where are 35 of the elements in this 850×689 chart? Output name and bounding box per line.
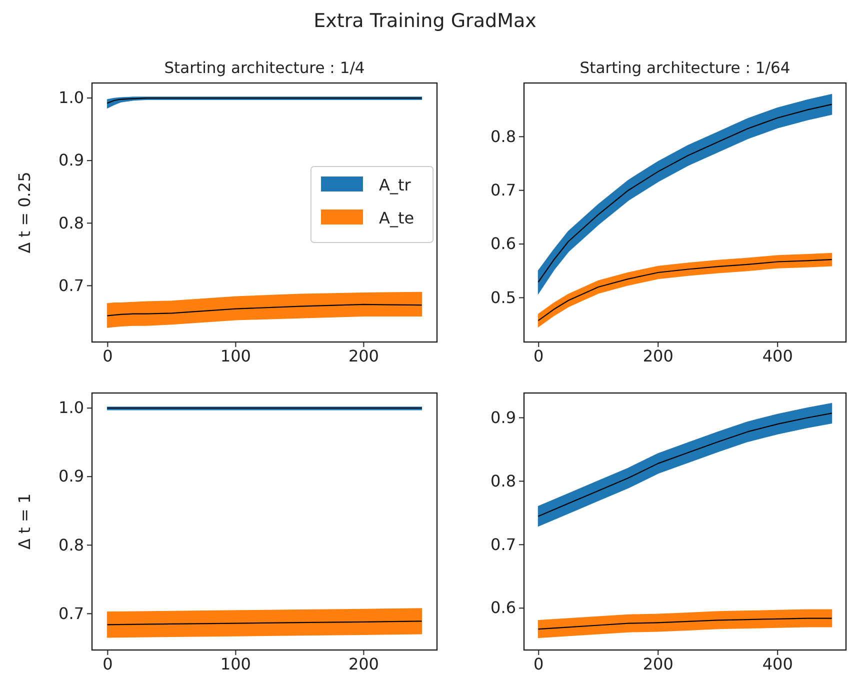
y-tick-label: 0.9 — [58, 150, 84, 170]
x-tick-label: 400 — [762, 654, 793, 674]
x-tick-label: 100 — [220, 346, 251, 366]
legend-label: A_te — [379, 208, 414, 228]
y-tick-label: 0.6 — [490, 598, 516, 618]
y-tick-label: 0.8 — [490, 471, 516, 490]
y-tick-label: 0.9 — [58, 466, 84, 486]
x-tick-label: 200 — [642, 654, 674, 674]
y-tick-label: 0.7 — [58, 604, 84, 623]
y-tick-label: 0.7 — [490, 180, 516, 200]
y-tick-label: 1.0 — [58, 88, 84, 108]
x-tick-label: 100 — [220, 654, 251, 674]
y-tick-label: 0.8 — [58, 213, 84, 232]
y-tick-label: 0.7 — [490, 534, 516, 554]
x-tick-label: 0 — [534, 346, 544, 366]
y-tick-label: 0.8 — [58, 535, 84, 554]
y-axis-title: Δ t = 0.25 — [15, 172, 34, 254]
x-tick-label: 0 — [102, 346, 113, 366]
chart-title: Extra Training GradMax — [314, 10, 536, 32]
x-tick-label: 400 — [762, 346, 793, 366]
y-tick-label: 0.8 — [490, 126, 516, 146]
x-tick-label: 200 — [642, 346, 674, 366]
chart-subtitle: Starting architecture : 1/64 — [580, 59, 790, 77]
y-tick-label: 0.6 — [490, 234, 516, 254]
chart-subtitle: Starting architecture : 1/4 — [164, 59, 365, 77]
y-tick-label: 0.5 — [490, 288, 516, 307]
y-tick-label: 0.9 — [490, 408, 516, 427]
x-tick-label: 0 — [102, 654, 113, 674]
y-tick-label: 0.7 — [58, 276, 84, 295]
legend-label: A_tr — [379, 176, 412, 194]
y-axis-title: Δ t = 1 — [15, 493, 34, 550]
x-tick-label: 200 — [348, 654, 379, 674]
x-tick-label: 0 — [534, 654, 544, 674]
x-tick-label: 200 — [348, 346, 379, 366]
y-tick-label: 1.0 — [58, 398, 84, 418]
